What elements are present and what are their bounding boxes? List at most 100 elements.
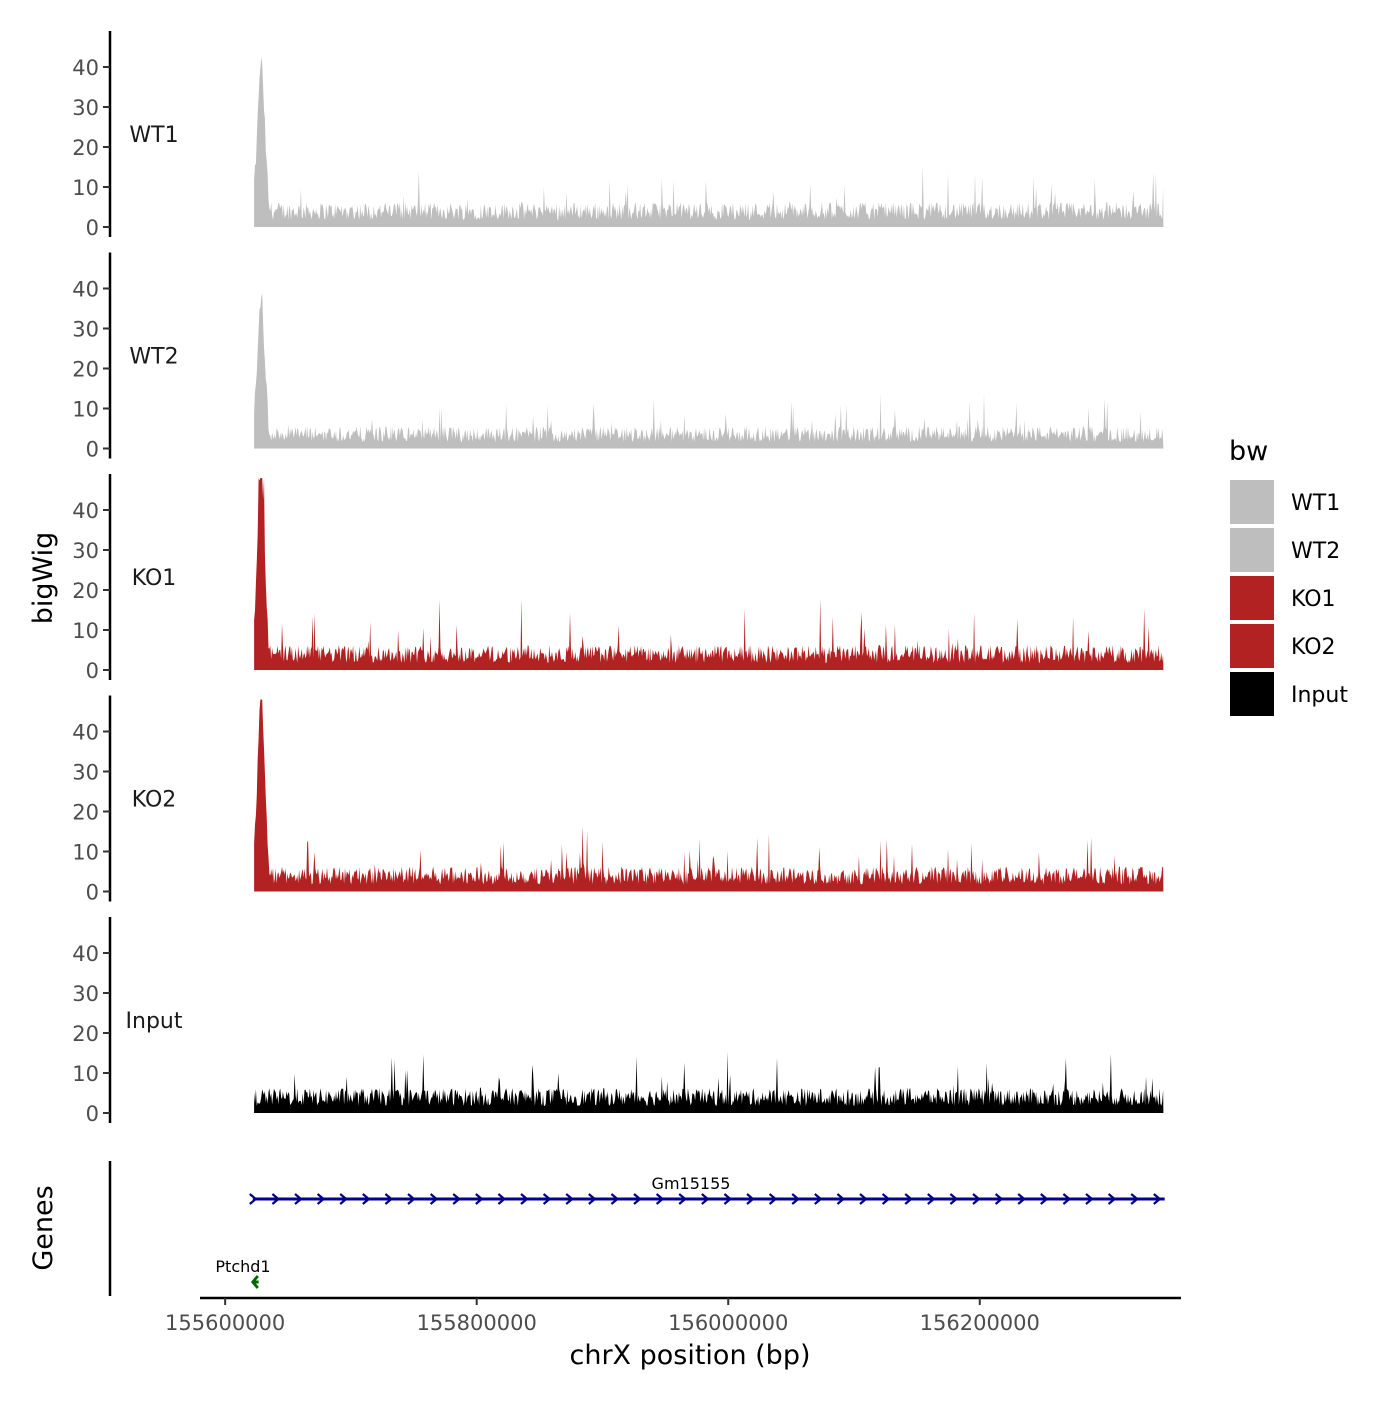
y-tick-label: 10 [72, 841, 99, 865]
y-tick-label: 40 [72, 942, 99, 966]
strand-arrow [339, 1193, 348, 1205]
strand-arrow-ptchd1 [250, 1275, 259, 1289]
genes-panel-title: Genes [28, 1185, 59, 1270]
strand-arrow [859, 1193, 868, 1205]
track-panel-wt1: 0 10 20 30 40 WT1 [72, 31, 1164, 240]
strand-arrow [814, 1193, 823, 1205]
y-tick-label: 20 [72, 1022, 99, 1046]
strand-arrow [249, 1193, 258, 1205]
strand-arrow [972, 1193, 981, 1205]
strand-arrow [452, 1193, 461, 1205]
track-label: WT2 [129, 345, 178, 370]
strand-arrow [610, 1193, 620, 1205]
strand-arrow [949, 1193, 959, 1205]
y-tick-label: 40 [72, 278, 99, 302]
tracks-layer: 0 10 20 30 40 WT1 0 10 20 30 40 WT2 0 10 20 30 40 KO1 0 10 2… [72, 31, 1164, 1126]
legend-label-ko2: KO2 [1291, 635, 1336, 660]
track-label: Input [126, 1009, 183, 1034]
gene-label-ptchd1: Ptchd1 [215, 1257, 270, 1276]
legend-label-wt2: WT2 [1291, 539, 1340, 564]
strand-arrow [407, 1193, 416, 1205]
strand-arrow [927, 1193, 936, 1205]
y-tick-label: 30 [72, 96, 99, 120]
strand-arrow [746, 1193, 755, 1205]
strand-arrow [542, 1193, 552, 1205]
signal-area-wt1 [254, 57, 1164, 227]
strand-arrow [633, 1193, 642, 1205]
y-tick-label: 10 [72, 176, 99, 200]
genes-layer: Gm15155 Ptchd1 [108, 1161, 1165, 1296]
strand-arrow [836, 1193, 846, 1205]
legend-label-input: Input [1291, 683, 1348, 708]
track-panel-ko2: 0 10 20 30 40 KO2 [72, 695, 1164, 905]
strand-arrow [1062, 1193, 1072, 1205]
signal-area-ko1 [254, 478, 1164, 670]
strand-arrow [271, 1193, 281, 1205]
track-panel-ko1: 0 10 20 30 40 KO1 [72, 474, 1164, 683]
legend: bw WT1 WT2 KO1 KO2 Input [1229, 436, 1348, 716]
gene-label-gm15155: Gm15155 [652, 1174, 731, 1193]
strand-arrow [881, 1193, 891, 1205]
y-tick-label: 0 [86, 881, 99, 905]
strand-arrow [994, 1193, 1004, 1205]
strand-arrow [723, 1193, 733, 1205]
x-tick-label: 155800000 [417, 1311, 537, 1335]
strand-arrow [768, 1193, 778, 1205]
y-tick-label: 30 [72, 982, 99, 1006]
y-tick-label: 30 [72, 318, 99, 342]
strand-arrow [475, 1193, 484, 1205]
signal-area-input [254, 1051, 1164, 1113]
x-tick-label: 156200000 [920, 1311, 1040, 1335]
signal-area-ko2 [254, 699, 1164, 892]
legend-swatch-ko1 [1230, 576, 1274, 620]
strand-arrow [701, 1193, 710, 1205]
y-tick-label: 10 [72, 1062, 99, 1086]
y-tick-label: 20 [72, 358, 99, 382]
strand-arrow [362, 1193, 371, 1205]
strand-arrow [384, 1193, 394, 1205]
x-tick-label: 155600000 [165, 1311, 285, 1335]
strand-arrow [588, 1193, 597, 1205]
y-tick-label: 30 [72, 539, 99, 563]
legend-swatch-wt2 [1230, 528, 1274, 572]
strand-arrow [1085, 1193, 1094, 1205]
y-tick-label: 20 [72, 801, 99, 825]
signal-area-wt2 [254, 293, 1164, 449]
strand-arrow [520, 1193, 529, 1205]
legend-swatch-ko2 [1230, 624, 1274, 668]
y-tick-label: 0 [86, 1102, 99, 1126]
y-tick-label: 40 [72, 721, 99, 745]
y-tick-label: 10 [72, 619, 99, 643]
x-axis: 155600000 155800000 156000000 156200000 [165, 1296, 1181, 1335]
legend-swatch-wt1 [1230, 480, 1274, 524]
y-axis-title: bigWig [28, 532, 59, 625]
x-axis-title: chrX position (bp) [569, 1340, 810, 1371]
strand-arrow [565, 1193, 574, 1205]
track-label: KO2 [132, 788, 177, 813]
strand-arrow [1130, 1193, 1139, 1205]
strand-arrow [791, 1193, 800, 1205]
strand-arrow [294, 1193, 303, 1205]
y-tick-label: 0 [86, 216, 99, 240]
y-tick-label: 0 [86, 438, 99, 462]
track-label: WT1 [129, 123, 178, 148]
strand-arrow [1017, 1193, 1026, 1205]
strand-arrow [316, 1193, 326, 1205]
y-tick-label: 20 [72, 579, 99, 603]
legend-title: bw [1229, 436, 1268, 467]
y-tick-label: 0 [86, 659, 99, 683]
legend-swatch-input [1230, 672, 1274, 716]
strand-arrow [655, 1193, 665, 1205]
track-panel-input: 0 10 20 30 40 Input [72, 917, 1164, 1126]
strand-arrow [904, 1193, 913, 1205]
track-label: KO1 [132, 566, 177, 591]
track-panel-wt2: 0 10 20 30 40 WT2 [72, 252, 1164, 462]
y-tick-label: 20 [72, 136, 99, 160]
y-tick-label: 10 [72, 398, 99, 422]
strand-arrow [429, 1193, 439, 1205]
strand-arrow [1153, 1193, 1162, 1205]
strand-arrow [678, 1193, 687, 1205]
y-tick-label: 30 [72, 761, 99, 785]
